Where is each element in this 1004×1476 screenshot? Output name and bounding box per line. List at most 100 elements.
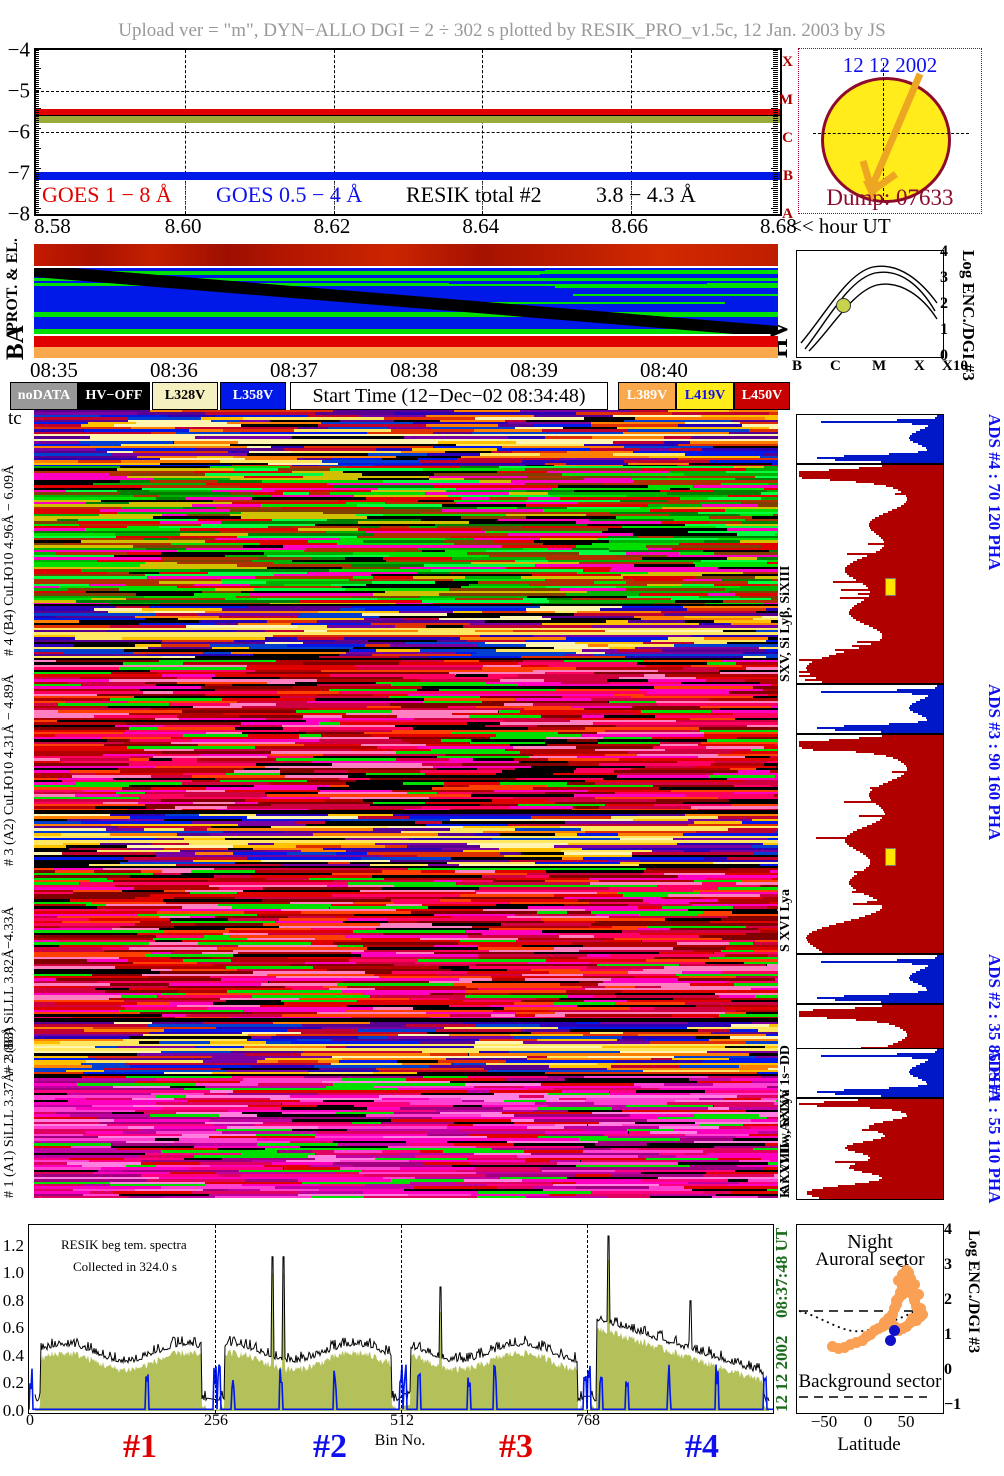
spectrogram-row [34, 947, 778, 950]
ads-main-panel-4[interactable] [796, 464, 944, 684]
spectrogram-row [34, 465, 778, 466]
legend-l358v[interactable]: L358V [220, 382, 286, 410]
spectrogram-row [34, 1053, 778, 1056]
ba-bar-red [34, 336, 778, 347]
spectrum-bin [903, 503, 943, 505]
spectrogram[interactable] [34, 410, 778, 1198]
spectrogram-row [34, 1109, 778, 1113]
spectrum-bin [843, 921, 943, 923]
spectrum-bin [806, 1191, 943, 1193]
ads-pha-panel-4[interactable] [796, 414, 944, 464]
segment-label-4: #4 [685, 1428, 719, 1465]
pha-bin [913, 711, 943, 713]
ads-main-panel-3[interactable] [796, 734, 944, 954]
spectrogram-row [34, 847, 778, 851]
sun-disk-panel[interactable]: 12 12 2002 Dump: 07633 [798, 48, 982, 214]
spectrum-bin [822, 1187, 943, 1189]
spectrum-bin [829, 739, 943, 741]
spectrum-bin [802, 747, 943, 749]
spectrum-bin [858, 917, 943, 919]
pha-bin [920, 429, 943, 431]
spectrogram-row [34, 1107, 778, 1110]
spectrogram-row [34, 770, 778, 773]
spectrum-bin [812, 1189, 943, 1191]
spectrogram-row [34, 765, 778, 769]
spectrogram-row [34, 672, 778, 675]
spectrum-bin [881, 637, 943, 639]
spectrogram-row [34, 651, 778, 655]
ads-pha-panel-1[interactable] [796, 1048, 944, 1098]
spectrogram-row [34, 646, 778, 650]
spectrogram-row [34, 557, 778, 560]
spectrogram-row [34, 818, 778, 822]
legend-nodata[interactable]: noDATA [10, 382, 78, 410]
spectrogram-row [34, 547, 778, 551]
scatter-y-tick: 4 [944, 1221, 952, 1238]
spectrum-bin [888, 1023, 943, 1025]
spectrogram-row [34, 896, 778, 900]
spectrogram-row [34, 940, 778, 943]
spectrogram-row [34, 542, 778, 546]
spectrogram-row [34, 521, 778, 524]
spectrogram-row [34, 966, 778, 969]
spectrogram-row [34, 806, 778, 809]
spectrogram-row [34, 925, 778, 929]
spectrogram-row [34, 908, 778, 912]
orange-data-point [907, 1289, 918, 1300]
particle-bars-panel[interactable] [34, 244, 778, 358]
spectrum-bin [884, 541, 943, 543]
legend-l389v[interactable]: L389V [618, 382, 676, 410]
spectrogram-row [34, 1048, 778, 1051]
spectrum-bin [879, 549, 943, 551]
spectrogram-row [34, 545, 778, 548]
legend-l419v[interactable]: L419V [676, 382, 734, 410]
bottom-spectrum-plot[interactable]: RESIK beg tem. spectra Collected in 324.0… [28, 1224, 774, 1414]
proton-electron-bar [34, 244, 778, 266]
spectrogram-row [34, 595, 778, 599]
legend-l450v[interactable]: L450V [734, 382, 790, 410]
spectrum-bin [906, 769, 943, 771]
spectrum-bin [850, 615, 943, 617]
spectrogram-row [34, 1181, 778, 1185]
ads-main-panel-1[interactable] [796, 1098, 944, 1200]
spectrogram-row [34, 504, 778, 507]
legend-l328v[interactable]: L328V [152, 382, 218, 410]
spectrum-bin [901, 761, 943, 763]
spectrogram-row [34, 1104, 778, 1108]
ads-pha-panel-2[interactable] [796, 954, 944, 1004]
spectrogram-row [34, 417, 778, 420]
spectrum-bin [807, 941, 943, 943]
legend-hv−off[interactable]: HV−OFF [78, 382, 150, 410]
spectrum-bin [881, 735, 943, 737]
scatter-title-night: Night [847, 1231, 893, 1253]
goes-flux-plot[interactable] [34, 48, 782, 216]
scatter-x-tick: 50 [897, 1412, 915, 1431]
spectrogram-row [34, 870, 778, 873]
spectrum-bin [799, 675, 943, 677]
spectrogram-row [34, 887, 778, 890]
pha-bin [912, 973, 943, 975]
spectrum-bin [840, 597, 943, 599]
bottom-y-tick: 0.0 [2, 1401, 24, 1420]
pha-bin [917, 713, 943, 715]
spectrogram-row [34, 559, 778, 563]
enc-dgi-plot[interactable] [796, 250, 944, 358]
spectrogram-row [34, 703, 778, 706]
latitude-scatter-plot[interactable]: Night Auroral sector Background sector [796, 1224, 944, 1414]
hv-stripe [34, 283, 778, 286]
pha-bin [909, 1069, 943, 1071]
spectrogram-row [34, 854, 778, 858]
spectrum-bin [868, 523, 943, 525]
spectrum-bin [879, 819, 943, 821]
spectrogram-row [34, 872, 778, 876]
spectrum-bin [874, 517, 943, 519]
pha-bin [925, 1081, 943, 1083]
spectrogram-row [34, 485, 778, 488]
spectrogram-row [34, 1002, 778, 1005]
scatter-y-label: Log ENC./DGI #3 [965, 1230, 982, 1354]
spectrogram-row [34, 985, 778, 989]
spectrogram-row [34, 686, 778, 689]
ads-pha-panel-3[interactable] [796, 684, 944, 734]
spectrum-bin [885, 755, 943, 757]
spectrogram-row [34, 613, 778, 616]
